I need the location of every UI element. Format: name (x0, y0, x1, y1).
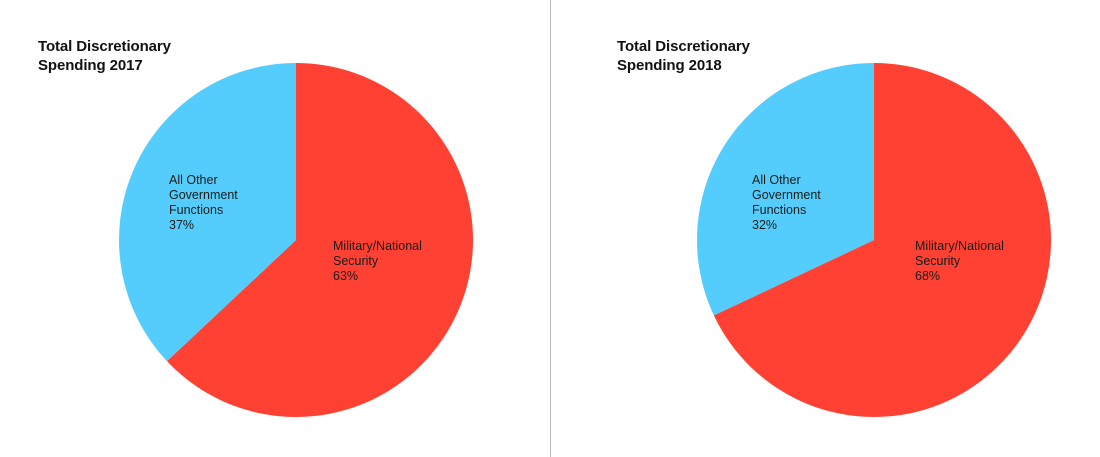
slice-label-other: All Other Government Functions 37% (169, 173, 238, 232)
slice-label-line: Security (333, 254, 379, 268)
pie-slice-other (119, 63, 296, 362)
chart-panel-2018: Total Discretionary Spending 2018 Milita… (551, 0, 1100, 457)
slice-label-line: 37% (169, 218, 194, 232)
slice-label-line: Government (169, 188, 238, 202)
slice-label-line: 68% (915, 269, 940, 283)
pie-chart-2018: Military/National Security 68% All Other Gov… (697, 63, 1052, 418)
slice-label-line: All Other (752, 173, 801, 187)
chart-title: Total Discretionary Spending 2017 (38, 37, 238, 75)
chart-title-line: Spending 2017 (38, 57, 143, 74)
slice-label-line: 63% (333, 269, 358, 283)
slice-label-line: All Other (169, 173, 218, 187)
slice-label-line: Government (752, 188, 821, 202)
slice-label-military: Military/National Security 63% (333, 239, 422, 283)
slice-label-military: Military/National Security 68% (915, 239, 1004, 283)
chart-title-line: Total Discretionary (38, 38, 171, 55)
panel-divider (550, 0, 551, 457)
slice-label-line: Security (915, 254, 961, 268)
slice-label-line: Military/National (915, 239, 1004, 253)
chart-panel-2017: Total Discretionary Spending 2017 Milita… (38, 37, 474, 417)
slice-label-line: 32% (752, 218, 777, 232)
pie-slice-military (713, 63, 1052, 418)
slice-label-line: Functions (752, 203, 806, 217)
slice-label-line: Functions (169, 203, 223, 217)
chart-title-line: Spending 2018 (617, 57, 722, 74)
chart-title-line: Total Discretionary (617, 38, 750, 55)
slice-label-line: Military/National (333, 239, 422, 253)
pie-chart-2017: Military/National Security 63% All Other Gov… (119, 63, 474, 417)
pie-slice-other (697, 63, 874, 316)
pie-slice-military (166, 63, 474, 417)
chart-title: Total Discretionary Spending 2018 (617, 37, 817, 75)
slice-label-other: All Other Government Functions 32% (752, 173, 821, 232)
